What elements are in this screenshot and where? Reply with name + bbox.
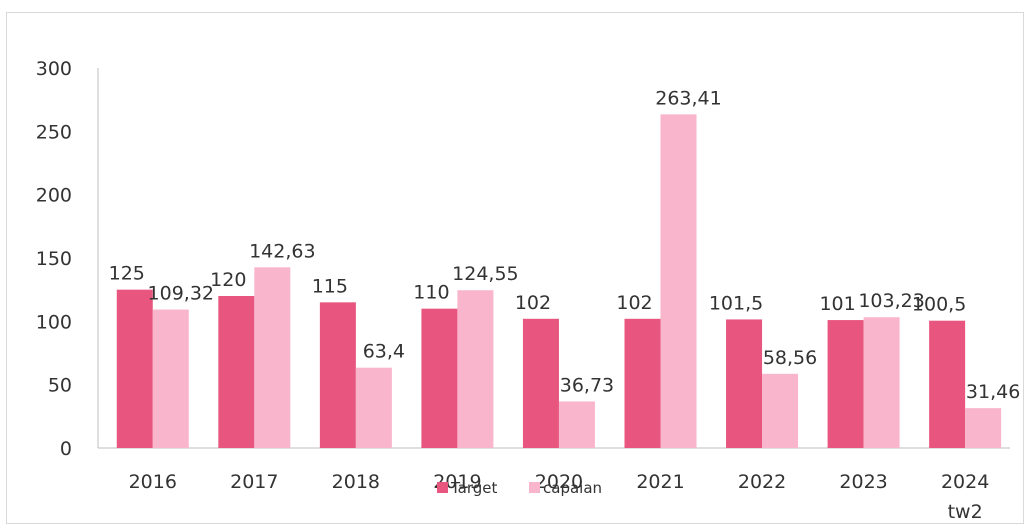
y-tick-label: 250 [36,121,72,143]
legend-label-target: Target [450,479,498,497]
bar-capaian [152,309,189,448]
y-tick-label: 50 [48,375,72,397]
x-tick-label: 2024 [941,471,989,493]
y-tick-label: 0 [60,438,72,460]
x-tick-label: 2020 [535,471,583,493]
data-label-target: 102 [515,292,551,314]
data-label-capaian: 58,56 [763,347,817,369]
x-tick-label: 2022 [738,471,786,493]
data-label-target: 101 [819,293,855,315]
data-label-target: 110 [413,282,449,304]
y-tick-label: 150 [36,248,72,270]
bar-target [827,320,864,448]
bar-capaian [254,267,291,448]
y-tick-label: 100 [36,311,72,333]
data-label-capaian: 31,46 [966,381,1020,403]
data-label-capaian: 63,4 [363,341,405,363]
bar-capaian [457,290,494,448]
x-tick-label: 2017 [230,471,278,493]
legend-swatch-target [437,482,448,493]
bar-capaian [965,408,1002,448]
bar-target [116,289,153,448]
data-label-target: 115 [312,275,348,297]
x-tick-label: 2021 [636,471,684,493]
data-label-capaian: 109,32 [148,283,214,305]
bar-target [929,320,966,448]
y-tick-label: 200 [36,185,72,207]
data-label-capaian: 103,23 [858,290,924,312]
bar-target [421,308,458,448]
bar-target [319,302,356,448]
bar-capaian [558,401,595,448]
data-label-capaian: 36,73 [560,374,614,396]
bar-capaian [355,367,392,448]
data-label-target: 125 [109,263,145,285]
bar-target [522,318,559,448]
x-tick-label: 2018 [332,471,380,493]
data-label-capaian: 263,41 [655,87,721,109]
data-label-target: 120 [210,269,246,291]
data-label-target: 101,5 [709,292,763,314]
x-tick-label: 2016 [129,471,177,493]
bar-capaian [762,373,799,448]
x-tick-label: tw2 [948,501,983,523]
data-label-capaian: 124,55 [452,263,518,285]
legend-label-capaian: capaian [543,479,602,497]
x-tick-label: 2023 [839,471,887,493]
bar-target [218,296,255,448]
data-label-target: 100,5 [912,294,966,316]
data-label-target: 102 [616,292,652,314]
bar-target [726,319,763,448]
bar-capaian [863,317,900,448]
data-label-capaian: 142,63 [249,240,315,262]
legend-swatch-capaian [529,482,540,493]
bar-target [624,318,661,448]
y-tick-label: 300 [36,58,72,80]
bar-capaian [660,114,697,448]
